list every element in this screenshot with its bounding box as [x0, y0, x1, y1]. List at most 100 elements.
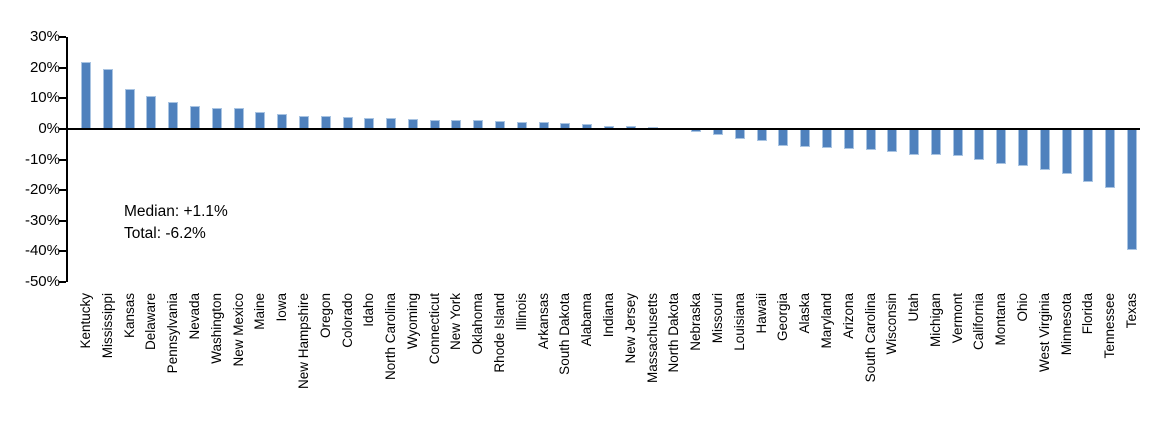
bar [930, 128, 941, 156]
x-tick-label-text: Indiana [601, 293, 616, 338]
bar [277, 114, 288, 129]
bar [189, 106, 200, 129]
y-tick-label: 10% [29, 89, 60, 107]
x-tick-label-text: Rhode Island [492, 293, 508, 373]
y-axis-tick [59, 281, 66, 283]
x-tick-label-text: West Virginia [1036, 293, 1052, 373]
y-axis-tick [59, 97, 66, 100]
x-tick-label-text: Louisiana [731, 293, 747, 351]
median-annotation: Median: +1.1% [124, 203, 228, 220]
bar [211, 108, 222, 129]
y-axis-tick [59, 250, 66, 253]
y-tick-label: 20% [29, 58, 60, 76]
x-tick-label-text: New Hampshire [295, 293, 311, 390]
x-tick-label-text: Tennessee [1102, 293, 1118, 359]
y-tick-label: -10% [24, 150, 60, 168]
y-tick-label: -50% [24, 273, 60, 290]
x-tick-label-text: New Jersey [622, 293, 638, 364]
x-tick-label-text: Kentucky [78, 293, 93, 349]
x-tick-label-text: Illinois [513, 293, 529, 331]
y-axis-tick [59, 66, 66, 69]
x-tick-label-text: Hawaii [753, 293, 769, 334]
bar [952, 128, 963, 157]
y-axis-tick [59, 219, 66, 222]
bar [865, 128, 876, 150]
x-tick-label-text: Ohio [1015, 293, 1031, 322]
bar [233, 108, 244, 129]
y-axis-tick [59, 189, 66, 192]
y-tick-label: 0% [38, 119, 60, 137]
y-tick-label: -30% [24, 211, 60, 229]
bar [843, 128, 854, 150]
y-tick-label: -40% [24, 242, 60, 260]
bar [909, 128, 920, 155]
x-tick-label-text: New York [448, 293, 464, 351]
y-axis-tick [59, 36, 66, 38]
x-tick-label-text: Oregon [317, 293, 333, 339]
x-tick-label-text: Minnesota [1058, 293, 1074, 356]
bar [1105, 128, 1116, 188]
bar [800, 128, 811, 147]
x-tick-label-text: Alabama [579, 293, 595, 347]
chart-annotation: Median: +1.1% Total: -6.2% [124, 201, 228, 245]
bar [146, 95, 157, 129]
bar [996, 128, 1007, 165]
x-tick-label-text: New Mexico [230, 293, 246, 367]
x-tick-label-text: North Carolina [383, 293, 399, 381]
bar [102, 69, 113, 129]
bar [887, 128, 898, 153]
bar [124, 89, 135, 129]
x-tick-label-text: Alaska [797, 293, 813, 334]
x-tick-label-text: Mississippi [99, 293, 115, 359]
bar [298, 115, 309, 129]
x-tick-label-text: California [971, 293, 987, 351]
x-tick-label-text: Iowa [274, 293, 290, 322]
x-tick-label-text: Michigan [927, 293, 943, 348]
x-tick-label-text: Missouri [709, 293, 725, 344]
bar [1061, 128, 1072, 174]
x-tick-label-text: Massachusetts [644, 293, 660, 384]
bar [974, 128, 985, 160]
bar [1039, 128, 1050, 171]
y-tick-label: -20% [24, 181, 60, 199]
x-tick-label-text: Connecticut [426, 293, 442, 365]
y-axis-tick [59, 158, 66, 161]
x-tick-label-text: Vermont [949, 293, 965, 344]
total-annotation: Total: -6.2% [124, 225, 206, 242]
x-tick-label-text: Oklahoma [470, 293, 486, 355]
bar [255, 112, 266, 129]
x-tick-label-text: Pennsylvania [165, 293, 181, 374]
x-tick-label-text: Kansas [121, 293, 137, 339]
bar [756, 128, 767, 142]
bar [821, 128, 832, 149]
x-tick-label-text: Maryland [818, 293, 834, 349]
x-tick-label: Texas [1124, 292, 1152, 328]
x-tick-label-text: Nebraska [688, 293, 704, 351]
y-tick-label: 30% [29, 28, 60, 45]
x-axis-zero-line [68, 127, 1140, 130]
x-tick-label-text: Delaware [143, 293, 159, 351]
x-tick-label-text: North Dakota [666, 293, 682, 373]
x-tick-label-text: Florida [1080, 293, 1096, 335]
x-tick-label-text: Wisconsin [884, 293, 900, 355]
y-axis [66, 37, 68, 282]
bar [734, 128, 745, 139]
x-tick-label-text: South Dakota [557, 293, 573, 375]
x-tick-label-text: Washington [208, 293, 224, 364]
x-tick-label-text: Idaho [361, 293, 377, 327]
x-tick-label-text: Utah [906, 293, 922, 322]
x-tick-label-text: Nevada [186, 293, 202, 340]
x-tick-label-text: Arkansas [535, 293, 551, 350]
bar [1083, 128, 1094, 183]
x-tick-label-text: Texas [1124, 293, 1139, 329]
x-tick-label-text: Maine [252, 293, 268, 330]
x-tick-label-text: Montana [993, 293, 1009, 346]
y-axis-tick [59, 127, 66, 130]
x-tick-label-text: Wyoming [404, 293, 420, 350]
x-tick-label-text: South Carolina [862, 293, 878, 383]
bar [81, 62, 91, 129]
x-tick-label-text: Arizona [840, 293, 856, 339]
x-tick-label-text: Georgia [775, 293, 791, 342]
bar [1018, 128, 1029, 166]
